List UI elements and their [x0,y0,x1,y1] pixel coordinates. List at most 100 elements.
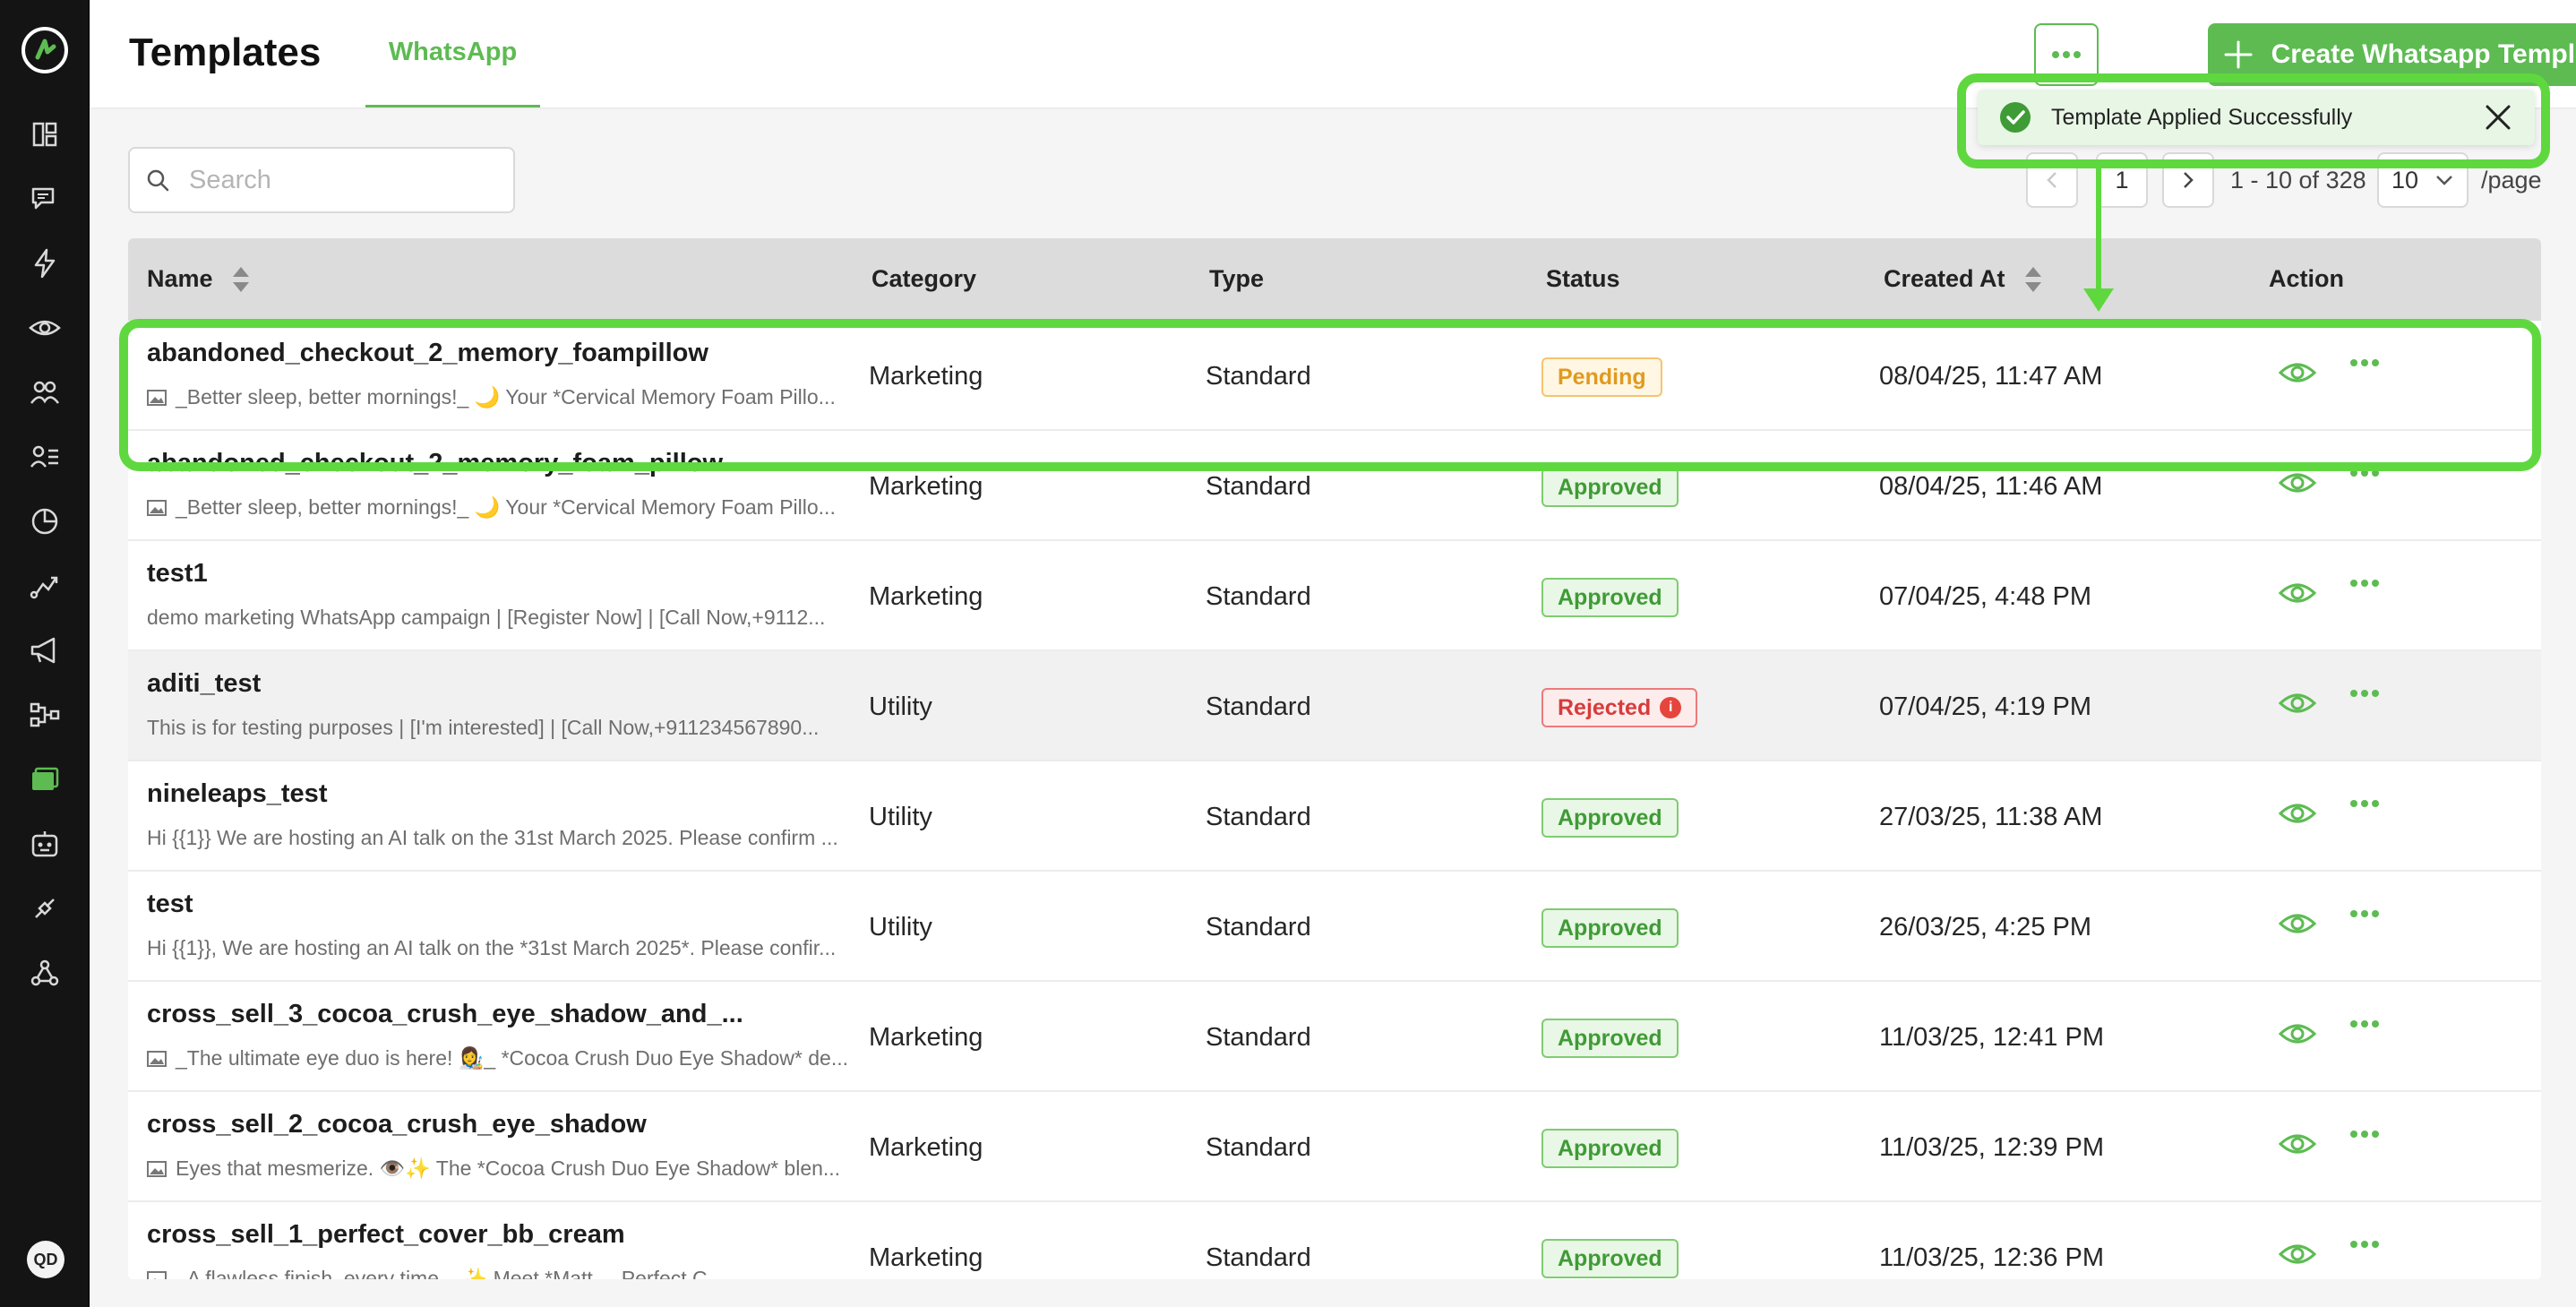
column-type-label: Type [1209,265,1265,292]
status-badge: Approved [1541,798,1679,838]
ellipsis-icon [2350,800,2379,807]
table-row[interactable]: test1 demo marketing WhatsApp campaign | … [128,541,2541,651]
dashboard-icon [32,122,57,147]
template-name[interactable]: test1 [147,559,208,588]
sidebar-item-webhook[interactable] [24,952,65,993]
page-title: Templates [129,30,322,74]
status-label: Rejected [1558,694,1652,720]
row-more-button[interactable] [2349,687,2380,703]
template-name[interactable]: test [147,890,193,918]
sort-icon[interactable] [232,266,249,292]
sort-icon[interactable] [2024,266,2041,292]
preview-button[interactable] [2278,1019,2317,1053]
column-name-label: Name [147,265,213,292]
column-created-at[interactable]: Created At [1884,265,2041,293]
sidebar-item-bot[interactable] [24,823,65,864]
sidebar-item-flow[interactable] [24,565,65,606]
row-more-button[interactable] [2349,1128,2380,1144]
row-more-button[interactable] [2349,907,2380,924]
template-preview: Eyes that mesmerize. 👁️✨ The *Cocoa Crus… [147,1157,854,1181]
info-icon[interactable]: i [1660,697,1682,718]
row-more-button[interactable] [2349,357,2380,373]
template-preview-text: This is for testing purposes | [I'm inte… [147,716,820,739]
table-row[interactable]: cross_sell_3_cocoa_crush_eye_shadow_and_… [128,982,2541,1092]
row-more-button[interactable] [2349,467,2380,483]
template-preview-text: Hi {{1}} We are hosting an AI talk on th… [147,826,838,849]
chevron-right-icon [2184,172,2194,188]
tab-whatsapp[interactable]: WhatsApp [365,0,540,107]
column-category-label: Category [872,265,977,292]
type-cell: Standard [1206,692,1311,721]
webhook-icon [30,959,59,986]
search-input[interactable] [187,164,501,196]
sidebar-item-analytics[interactable] [24,501,65,542]
sidebar-item-megaphone[interactable] [24,630,65,671]
preview-button[interactable] [2278,1240,2317,1273]
template-name[interactable]: cross_sell_3_cocoa_crush_eye_shadow_and_… [147,1000,743,1028]
app-logo[interactable] [20,25,70,75]
category-cell: Utility [869,692,932,721]
eye-icon [2278,914,2317,933]
sidebar-item-plugin[interactable] [24,888,65,929]
sidebar-item-dashboard[interactable] [24,114,65,155]
category-cell: Marketing [869,582,983,611]
table-row[interactable]: cross_sell_1_perfect_cover_bb_cream _A fl… [128,1202,2541,1279]
column-created-at-label: Created At [1884,265,2005,292]
annotation-arrow-head [2083,288,2114,312]
type-cell: Standard [1206,472,1311,501]
template-name[interactable]: cross_sell_2_cocoa_crush_eye_shadow [147,1110,647,1139]
row-more-button[interactable] [2349,797,2380,813]
type-cell: Standard [1206,362,1311,391]
eye-icon [2278,583,2317,603]
preview-button[interactable] [2278,1130,2317,1163]
column-action-label: Action [2269,265,2344,292]
status-label: Approved [1558,1135,1662,1161]
sidebar-item-chat[interactable] [24,178,65,219]
sidebar: QD [0,0,90,1307]
row-more-button[interactable] [2349,1018,2380,1034]
template-preview-text: _Better sleep, better mornings!_ 🌙 Your … [176,385,836,408]
preview-button[interactable] [2278,358,2317,391]
table-row[interactable]: test Hi {{1}}, We are hosting an AI talk … [128,872,2541,982]
created-at-cell: 26/03/25, 4:25 PM [1879,913,2091,942]
column-name[interactable]: Name [147,265,249,293]
table-row[interactable]: cross_sell_2_cocoa_crush_eye_shadow Eyes … [128,1092,2541,1202]
table-row[interactable]: nineleaps_test Hi {{1}} We are hosting an… [128,761,2541,872]
template-name[interactable]: aditi_test [147,669,262,698]
close-icon[interactable] [2483,102,2513,133]
row-more-button[interactable] [2349,577,2380,593]
image-icon [147,1270,167,1279]
table-row[interactable]: abandoned_checkout_2_memory_foampillow _B… [128,321,2541,431]
lightning-icon [34,248,56,279]
per-page-label: /page [2481,167,2542,193]
type-cell: Standard [1206,803,1311,831]
bot-icon [31,831,58,857]
template-name[interactable]: abandoned_checkout_2_memory_foampillow [147,339,708,367]
status-label: Approved [1558,804,1662,830]
sidebar-item-templates[interactable] [24,759,65,800]
page-size-value: 10 [2391,166,2419,193]
eye-icon [2278,363,2317,383]
sidebar-item-eye[interactable] [24,307,65,348]
row-more-button[interactable] [2349,1238,2380,1254]
sidebar-item-groups[interactable] [24,372,65,413]
table-row[interactable]: aditi_test This is for testing purposes |… [128,651,2541,761]
template-preview-text: _Better sleep, better mornings!_ 🌙 Your … [176,495,836,519]
type-cell: Standard [1206,1133,1311,1162]
preview-button[interactable] [2278,469,2317,502]
avatar[interactable]: QD [27,1241,64,1278]
status-badge: Approved [1541,468,1679,507]
eye-icon [2278,804,2317,823]
sidebar-item-contacts-list[interactable] [24,436,65,477]
status-badge: Pending [1541,357,1662,397]
preview-button[interactable] [2278,689,2317,722]
preview-button[interactable] [2278,579,2317,612]
preview-button[interactable] [2278,799,2317,832]
template-name[interactable]: nineleaps_test [147,779,328,808]
plus-icon [2224,40,2253,69]
sidebar-item-lightning[interactable] [24,243,65,284]
sidebar-item-integrations[interactable] [24,694,65,735]
template-name[interactable]: cross_sell_1_perfect_cover_bb_cream [147,1220,625,1249]
toast-message: Template Applied Successfully [2051,104,2353,130]
preview-button[interactable] [2278,909,2317,942]
